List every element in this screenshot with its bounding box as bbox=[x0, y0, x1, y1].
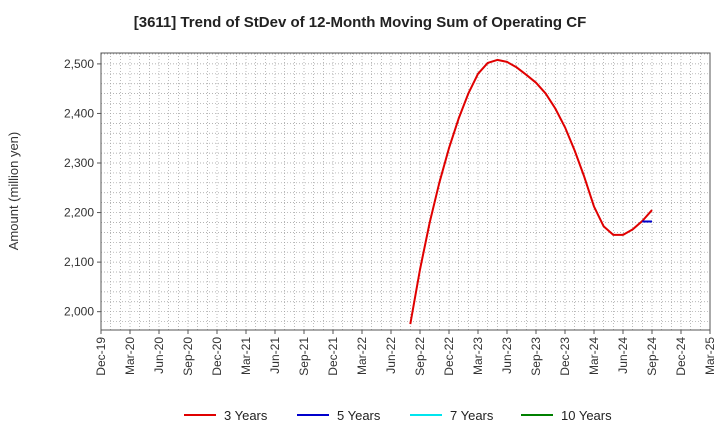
x-tick-label: Sep-22 bbox=[413, 337, 427, 376]
x-tick-label: Jun-23 bbox=[500, 337, 514, 374]
y-tick-label: 2,500 bbox=[64, 57, 94, 71]
x-tick-label: Dec-24 bbox=[674, 337, 688, 376]
legend-label: 5 Years bbox=[337, 407, 381, 423]
y-tick-label: 2,100 bbox=[64, 255, 94, 269]
x-tick-label: Sep-23 bbox=[529, 337, 543, 376]
x-tick-label: Dec-21 bbox=[326, 337, 340, 376]
y-tick-label: 2,200 bbox=[64, 206, 94, 220]
legend-item: 5 Years bbox=[297, 406, 380, 424]
x-tick-label: Sep-21 bbox=[297, 337, 311, 376]
x-tick-label: Mar-20 bbox=[123, 337, 137, 375]
x-tick-label: Sep-20 bbox=[181, 337, 195, 376]
y-tick-label: 2,300 bbox=[64, 156, 94, 170]
x-tick-label: Jun-24 bbox=[616, 337, 630, 374]
series-line-3-years bbox=[409, 58, 653, 325]
chart-title: [3611] Trend of StDev of 12-Month Moving… bbox=[133, 14, 587, 31]
legend-item: 10 Years bbox=[521, 406, 612, 424]
plot-area bbox=[100, 52, 711, 331]
legend-swatch bbox=[297, 414, 329, 416]
legend-label: 7 Years bbox=[450, 407, 494, 423]
x-tick-label: Mar-24 bbox=[587, 337, 601, 375]
y-axis-label: Amount (million yen) bbox=[6, 132, 21, 251]
y-axis: 2,000 2,100 2,200 2,300 2,400 2,500 bbox=[64, 57, 101, 319]
legend-item: 7 Years bbox=[410, 406, 493, 424]
legend-swatch bbox=[521, 414, 553, 416]
x-tick-label: Mar-21 bbox=[239, 337, 253, 375]
x-tick-label: Jun-20 bbox=[152, 337, 166, 374]
legend-item: 3 Years bbox=[184, 406, 267, 424]
x-tick-label: Mar-23 bbox=[471, 337, 485, 375]
y-tick-label: 2,400 bbox=[64, 106, 94, 120]
series-lines bbox=[409, 58, 653, 325]
legend: 3 Years 5 Years 7 Years 10 Years bbox=[0, 406, 720, 426]
x-axis: Dec-19 Mar-20 Jun-20 Sep-20 Dec-20 Mar-21 Jun-… bbox=[94, 330, 717, 376]
x-tick-label: Mar-25 bbox=[703, 337, 717, 375]
legend-swatch bbox=[410, 414, 442, 416]
legend-label: 3 Years bbox=[224, 407, 268, 423]
x-tick-label: Jun-21 bbox=[268, 337, 282, 374]
x-tick-label: Mar-22 bbox=[355, 337, 369, 375]
x-tick-label: Sep-24 bbox=[645, 337, 659, 376]
legend-label: 10 Years bbox=[561, 407, 612, 423]
grid bbox=[101, 53, 710, 330]
x-tick-label: Dec-22 bbox=[442, 337, 456, 376]
x-tick-label: Dec-20 bbox=[210, 337, 224, 376]
x-tick-label: Dec-23 bbox=[558, 337, 572, 376]
legend-swatch bbox=[184, 414, 216, 416]
x-tick-label: Dec-19 bbox=[94, 337, 108, 376]
y-tick-label: 2,000 bbox=[64, 305, 94, 319]
x-tick-label: Jun-22 bbox=[384, 337, 398, 374]
